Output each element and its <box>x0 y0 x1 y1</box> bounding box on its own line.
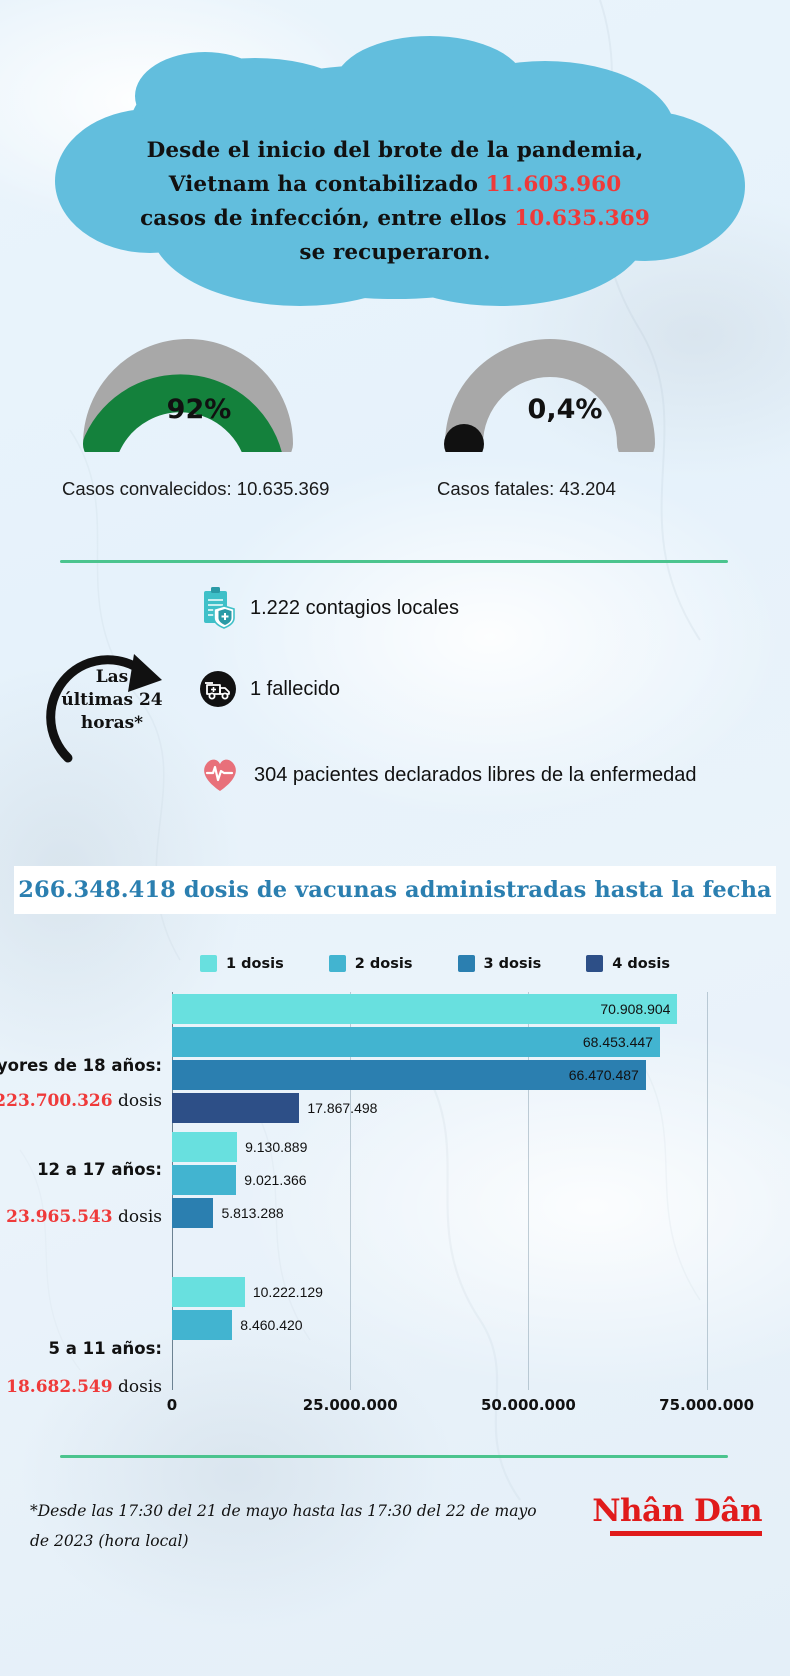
last24-line-1: Las <box>95 667 129 687</box>
local-cases-stat: 1.222 contagios locales <box>200 586 459 630</box>
bar-value-label: 17.867.498 <box>307 1100 378 1116</box>
circular-arrow-icon <box>44 640 194 790</box>
bar-3-2: 8.460.420 <box>172 1310 303 1340</box>
x-tick-label-3: 50.000.000 <box>480 1396 576 1414</box>
nhan-dan-logo-underline <box>610 1531 762 1536</box>
last-24-hours-label: Las últimas 24 horas* <box>52 666 172 735</box>
footer-note-line-1: *Desde las 17:30 del 21 de mayo hasta la… <box>30 1502 537 1520</box>
cloud-shape-icon <box>55 36 745 306</box>
heart-pulse-icon <box>204 759 236 791</box>
cloud-line-3: casos de infección, entre ellos <box>140 206 515 231</box>
bar-value-label: 5.813.288 <box>221 1205 284 1221</box>
bar-2-1: 9.130.889 <box>172 1132 307 1162</box>
bar-value-label: 68.453.447 <box>582 1034 653 1050</box>
bar-value-label: 9.130.889 <box>245 1139 308 1155</box>
gridline <box>528 992 530 1390</box>
fatal-percent-label: 0,4% <box>527 394 603 425</box>
vaccination-bar-chart: 70.908.904 68.453.447 66.470.487 17.867.498… <box>0 992 790 1414</box>
gridline <box>706 992 708 1390</box>
legend-label: 2 dosis <box>354 955 413 972</box>
x-tick-label-4: 75.000.000 <box>659 1396 755 1414</box>
recoveries-stat: 304 pacientes declarados libres de la en… <box>200 756 697 794</box>
group-total-2: 23.965.543 dosis <box>6 1207 162 1227</box>
footer-note: *Desde las 17:30 del 21 de mayo hasta la… <box>30 1496 550 1556</box>
ambulance-icon <box>200 671 236 707</box>
recovered-caption: Casos convalecidos: 10.635.369 <box>62 478 330 499</box>
x-tick-label-1: 0 <box>166 1396 178 1414</box>
recovered-gauge-arc-icon <box>83 339 293 490</box>
bar-1-1: 70.908.904 <box>172 994 678 1024</box>
recovered-gauge: 92% <box>68 332 308 490</box>
group-total-value: 223.700.326 <box>0 1091 113 1111</box>
bar-1-2: 68.453.447 <box>172 1027 660 1057</box>
legend-label: 1 dosis <box>226 955 284 972</box>
group-total-3: 18.682.549 dosis <box>6 1377 162 1397</box>
legend-item-1[interactable]: 1 dosis <box>200 955 284 972</box>
recovered-percent-label: 92% <box>166 394 232 425</box>
bar-value-label: 70.908.904 <box>600 1001 671 1017</box>
bar-2-3: 5.813.288 <box>172 1198 284 1228</box>
group-total-value: 18.682.549 <box>6 1377 113 1397</box>
chart-legend: 1 dosis 2 dosis 3 dosis 4 dosis <box>200 955 670 972</box>
cloud-line-4: se recuperaron. <box>299 240 491 265</box>
total-cases-value: 11.603.960 <box>485 172 622 197</box>
group-total-suffix: dosis <box>112 1207 162 1227</box>
group-label-3: 5 a 11 años: <box>48 1339 162 1358</box>
legend-swatch-icon <box>586 955 604 972</box>
group-total-suffix: dosis <box>112 1377 162 1397</box>
legend-label: 3 dosis <box>483 955 542 972</box>
cloud-line-1: Desde el inicio del brote de la pandemia… <box>146 138 644 163</box>
vaccine-banner-text: 266.348.418 dosis de vacunas administrad… <box>18 877 772 903</box>
legend-swatch-icon <box>328 955 346 972</box>
bar-value-label: 10.222.129 <box>252 1284 323 1300</box>
x-tick-label-2: 25.000.000 <box>302 1396 398 1414</box>
fatal-gauge-arc-icon <box>444 339 655 464</box>
legend-label: 4 dosis <box>612 955 670 972</box>
bar-2-2: 9.021.366 <box>172 1165 307 1195</box>
legend-swatch-icon <box>200 955 217 972</box>
local-cases-text: 1.222 contagios locales <box>250 596 460 619</box>
last24-line-3: horas* <box>80 713 144 733</box>
headline-cloud: Desde el inicio del brote de la pandemia… <box>0 26 790 316</box>
vaccine-banner: 266.348.418 dosis de vacunas administrad… <box>14 866 776 914</box>
clipboard-shield-icon <box>204 587 235 629</box>
legend-item-4[interactable]: 4 dosis <box>586 955 670 972</box>
group-label-2: 12 a 17 años: <box>37 1160 162 1179</box>
chart-plot-area: 70.908.904 68.453.447 66.470.487 17.867.498… <box>0 992 728 1397</box>
gauges-row: 92% 0,4% <box>0 332 790 490</box>
legend-item-3[interactable]: 3 dosis <box>457 955 542 972</box>
nhan-dan-logo: Nhân Dân <box>592 1494 762 1536</box>
nhan-dan-logo-text: Nhân Dân <box>592 1493 762 1529</box>
bar-value-label: 66.470.487 <box>568 1067 639 1083</box>
footer-note-line-2: de 2023 (hora local) <box>30 1532 189 1550</box>
cloud-headline-text: Desde el inicio del brote de la pandemia… <box>112 134 678 270</box>
bar-1-4: 17.867.498 <box>172 1093 377 1123</box>
divider-top <box>60 560 728 563</box>
recovered-cases-value: 10.635.369 <box>514 206 650 231</box>
bar-3-1: 10.222.129 <box>172 1277 323 1307</box>
group-total-1: 223.700.326 dosis <box>0 1091 162 1111</box>
bar-value-label: 8.460.420 <box>240 1317 303 1333</box>
bar-value-label: 9.021.366 <box>244 1172 307 1188</box>
group-total-suffix: dosis <box>112 1091 162 1111</box>
deaths-text: 1 fallecido <box>250 677 341 700</box>
cloud-line-2: Vietnam ha contabilizado <box>168 172 486 197</box>
fatal-gauge: 0,4% <box>430 332 670 464</box>
divider-bottom <box>60 1455 728 1458</box>
group-total-value: 23.965.543 <box>6 1207 113 1227</box>
x-axis-ticks: 0 25.000.000 50.000.000 75.000.000 <box>167 1396 754 1422</box>
gridline <box>350 992 352 1390</box>
deaths-stat: 1 fallecido <box>200 670 340 708</box>
group-label-1: Mayores de 18 años: <box>0 1056 162 1075</box>
bar-1-3: 66.470.487 <box>172 1060 646 1090</box>
fatal-caption: Casos fatales: 43.204 <box>437 478 616 499</box>
legend-swatch-icon <box>457 955 475 972</box>
recoveries-text: 304 pacientes declarados libres de la en… <box>254 763 697 786</box>
legend-item-2[interactable]: 2 dosis <box>328 955 413 972</box>
last24-line-2: últimas 24 <box>61 690 163 710</box>
